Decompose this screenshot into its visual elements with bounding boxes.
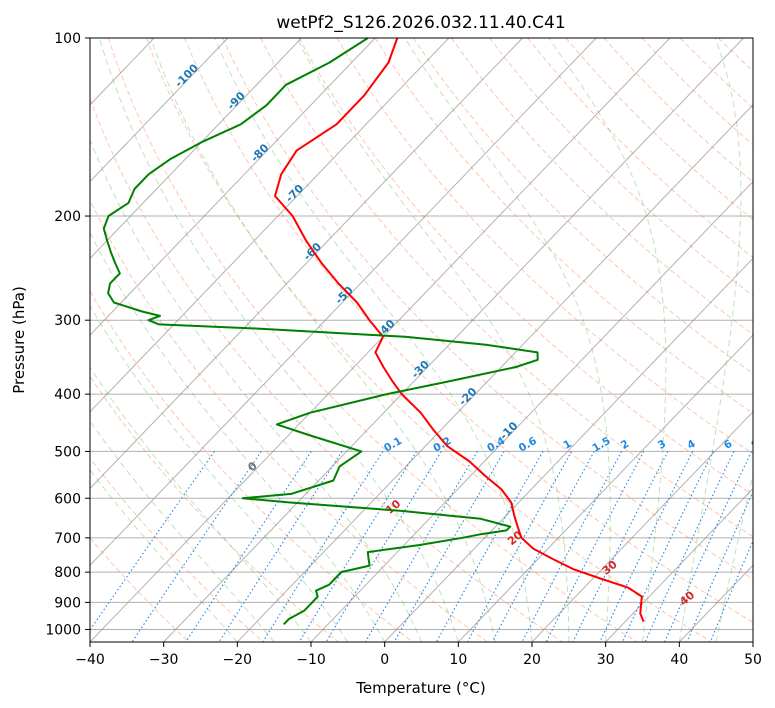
moist-adiabat-line (98, 38, 459, 642)
dry-adiabat-line (90, 375, 339, 642)
plot-area: -100-90-80-70-60-50-40-30-20-100.1 0.2 0.4… (90, 38, 761, 642)
chart-title: wetPf2_S126.2026.032.11.40.C41 (276, 13, 565, 33)
isotherm-line (163, 38, 744, 642)
mixing-ratio-line (262, 451, 384, 642)
mixing-ratio-line (599, 451, 694, 642)
dry-adiabat-line (107, 38, 638, 642)
x-tick-label: 40 (670, 652, 688, 668)
moist-adiabats (90, 38, 753, 642)
mixing-ratio-line (435, 451, 544, 642)
x-tick-label: 50 (744, 652, 762, 668)
mixing-ratio-line (185, 451, 312, 642)
y-tick-label: 400 (54, 387, 81, 403)
y-axis-label: Pressure (hPa) (10, 286, 28, 394)
y-tick-label: 100 (54, 31, 81, 47)
x-tick-label: 30 (597, 652, 615, 668)
y-tick-label: 600 (54, 491, 81, 507)
sounding-profiles (102, 38, 645, 625)
y-tick-label: 900 (54, 595, 81, 611)
isotherm-line (90, 38, 376, 336)
dewpoint-profile-line (102, 38, 539, 625)
mixing-ratio-line (664, 451, 753, 642)
moist-adiabat-line (90, 304, 349, 642)
mixing-ratio-label: 8 (749, 438, 761, 452)
mixing-ratio-line (621, 451, 714, 642)
dry-adiabat-line (336, 38, 753, 455)
y-tick-label: 300 (54, 313, 81, 329)
mixing-ratio-line (298, 451, 417, 642)
isotherm-line (90, 38, 450, 413)
moist-adiabat-line (90, 231, 386, 642)
isotherm-line (384, 257, 753, 642)
mixing-ratio-line (131, 451, 262, 642)
temperature-profile-line (274, 38, 645, 622)
dry-adiabat-line (412, 38, 753, 375)
y-tick-label: 800 (54, 565, 81, 581)
x-tick-label: 20 (523, 652, 541, 668)
x-tick-label: 0 (380, 652, 389, 668)
dry-adiabat-line (450, 38, 753, 336)
isotherms (90, 38, 753, 642)
x-tick-label: −30 (149, 652, 179, 668)
dry-adiabat-line (222, 38, 753, 580)
y-tick-label: 700 (54, 531, 81, 547)
pressure-gridlines (90, 38, 753, 630)
x-axis-label: Temperature (°C) (355, 679, 485, 697)
dry-adiabat-line (298, 38, 753, 496)
moist-adiabat-line (90, 138, 422, 642)
mixing-ratio-line (491, 451, 595, 642)
mixing-ratio-line (90, 451, 215, 632)
x-tick-label: −40 (75, 652, 105, 668)
x-axis-ticks: −40 −30 −20 −10 0 10 20 30 40 50 (75, 642, 762, 668)
dry-adiabat-line (145, 38, 712, 642)
isotherm-line (531, 411, 753, 642)
dry-adiabat-line (260, 38, 753, 538)
moist-adiabat-line (296, 38, 570, 642)
isotherm-line (90, 38, 597, 566)
dry-adiabat-line (90, 537, 190, 642)
moist-adiabat-line (90, 420, 275, 642)
isotherm-line (605, 487, 753, 642)
plot-frame (89, 37, 754, 643)
moist-adiabat-line (214, 38, 533, 642)
mixing-ratio-line (393, 451, 505, 642)
mixing-ratio-line (521, 451, 622, 642)
moist-adiabat-line (90, 469, 238, 642)
isotherm-line (457, 334, 753, 642)
moist-adiabat-line (715, 472, 753, 642)
mixing-ratio-line (644, 451, 735, 642)
mixing-ratio-line (545, 451, 645, 642)
isotherm-line (90, 38, 523, 490)
mixing-ratio-line (467, 451, 572, 642)
dry-adiabat-line (90, 457, 264, 642)
isotherm-line (310, 180, 753, 642)
isotherm-line (90, 38, 229, 183)
mixing-ratio-line (572, 451, 669, 642)
y-axis-ticks: 100 200 300 400 500 600 700 800 900 1000 (45, 31, 90, 638)
x-tick-label: −10 (296, 652, 326, 668)
x-tick-label: −20 (223, 652, 253, 668)
dry-adiabat-line (374, 38, 753, 414)
isotherm-line (90, 38, 671, 642)
dry-adiabat-line (489, 38, 753, 297)
isotherm-line (90, 38, 302, 260)
y-tick-label: 1000 (45, 622, 81, 638)
dry-adiabat-line (90, 199, 488, 642)
y-tick-label: 500 (54, 444, 81, 460)
y-tick-label: 200 (54, 209, 81, 225)
moist-adiabat-line (150, 38, 496, 642)
moist-adiabat-line (548, 38, 667, 642)
mixing-ratio-lines (90, 451, 753, 642)
moist-adiabat-line (404, 38, 611, 642)
x-tick-label: 10 (449, 652, 467, 668)
isotherm-line (236, 104, 753, 642)
dry-adiabat-line (90, 290, 414, 642)
dry-adiabat-line (184, 38, 753, 623)
dry-adiabats (90, 38, 753, 642)
dry-adiabat-line (90, 97, 563, 642)
moist-adiabat-line (678, 38, 742, 642)
